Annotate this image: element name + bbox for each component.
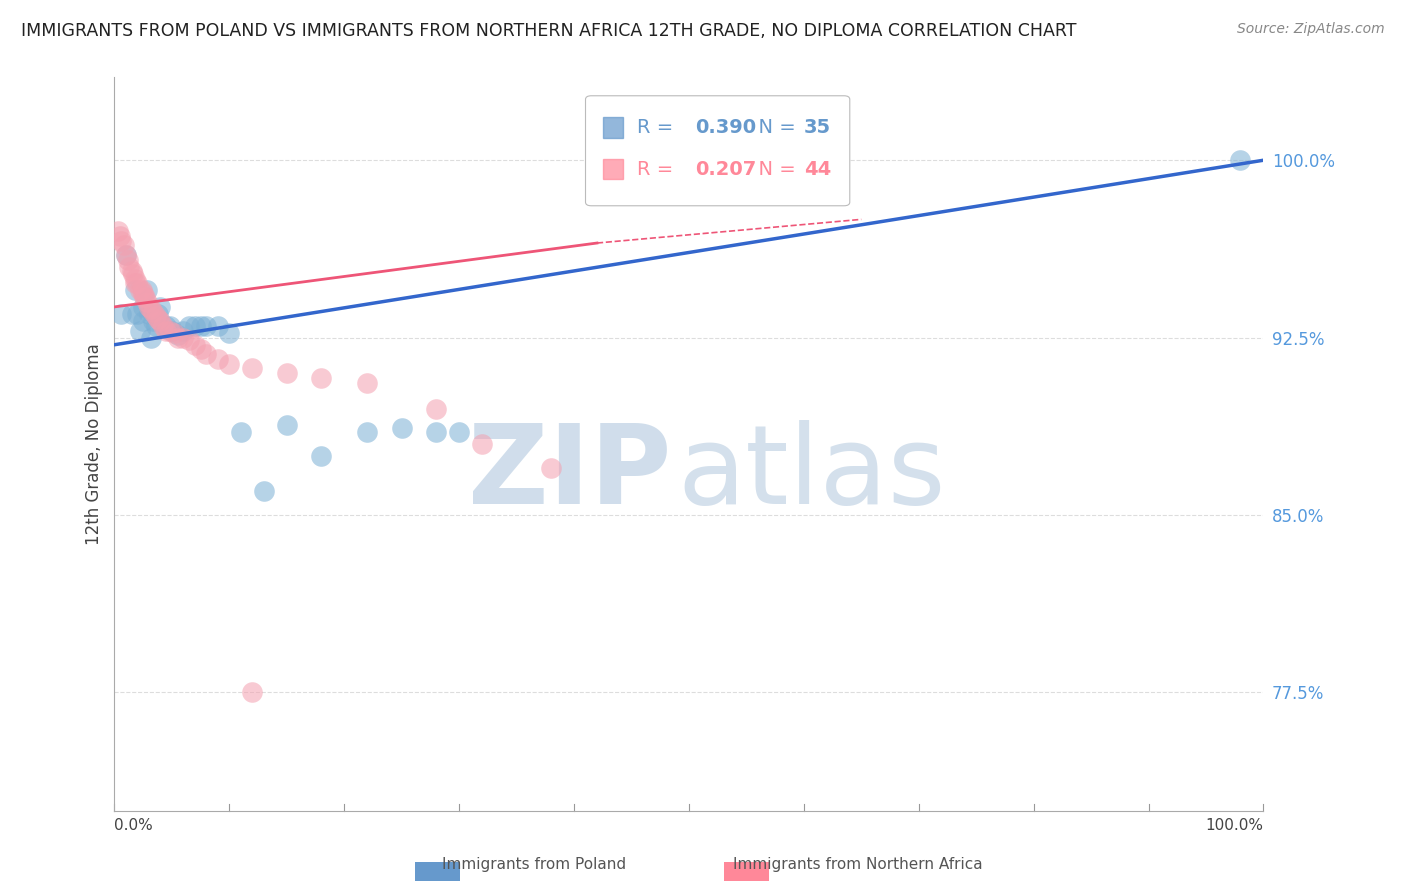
Point [145, 318, 167, 333]
Point [115, 248, 138, 262]
Point [471, 437, 494, 451]
Point [184, 337, 207, 351]
Point [152, 318, 174, 333]
Point [425, 401, 447, 416]
Point [218, 357, 240, 371]
Point [118, 260, 141, 274]
Point [107, 224, 129, 238]
Point [127, 307, 149, 321]
Point [276, 366, 298, 380]
Point [240, 361, 263, 376]
Point [177, 333, 200, 347]
Point [149, 300, 172, 314]
Text: 0.390: 0.390 [695, 118, 756, 136]
Point [391, 420, 413, 434]
Point [309, 449, 332, 463]
Point [190, 343, 212, 357]
Point [132, 300, 155, 314]
Point [108, 228, 131, 243]
Point [138, 307, 160, 321]
Text: ZIP: ZIP [468, 420, 672, 527]
Point [135, 283, 157, 297]
Point [142, 314, 165, 328]
Point [117, 252, 139, 267]
Point [115, 248, 138, 262]
Point [142, 304, 165, 318]
Point [124, 271, 146, 285]
Point [160, 324, 183, 338]
Point [195, 318, 218, 333]
Point [149, 314, 172, 328]
Point [166, 331, 188, 345]
Text: N =: N = [747, 160, 803, 178]
Point [128, 283, 150, 297]
Point [132, 314, 155, 328]
Point [146, 307, 169, 321]
Point [110, 307, 132, 321]
Point [128, 324, 150, 338]
FancyBboxPatch shape [585, 95, 849, 206]
Text: 0.0%: 0.0% [114, 818, 153, 833]
Point [276, 418, 298, 433]
Point [134, 290, 156, 304]
Text: R =: R = [637, 118, 679, 136]
Y-axis label: 12th Grade, No Diploma: 12th Grade, No Diploma [86, 343, 103, 545]
Point [218, 326, 240, 340]
Text: Immigrants from Poland: Immigrants from Poland [443, 857, 626, 872]
Point [172, 331, 194, 345]
Text: R =: R = [637, 160, 679, 178]
Point [132, 285, 155, 300]
Point [121, 264, 143, 278]
Point [172, 324, 194, 338]
Point [309, 371, 332, 385]
Point [253, 484, 276, 499]
Text: 44: 44 [804, 160, 831, 178]
Text: 0.207: 0.207 [695, 160, 756, 178]
Point [195, 347, 218, 361]
Point [240, 685, 263, 699]
Point [141, 331, 163, 345]
Point [159, 318, 181, 333]
Point [1229, 153, 1251, 168]
Point [146, 311, 169, 326]
Bar [603, 117, 623, 137]
Text: atlas: atlas [678, 420, 946, 527]
Point [207, 351, 229, 366]
Text: 100.0%: 100.0% [1205, 818, 1264, 833]
Point [207, 318, 229, 333]
Point [127, 277, 149, 291]
Point [112, 238, 135, 252]
Point [110, 234, 132, 248]
Point [184, 318, 207, 333]
Point [138, 300, 160, 314]
Point [356, 376, 378, 390]
Point [190, 318, 212, 333]
Text: IMMIGRANTS FROM POLAND VS IMMIGRANTS FROM NORTHERN AFRICA 12TH GRADE, NO DIPLOMA: IMMIGRANTS FROM POLAND VS IMMIGRANTS FRO… [21, 22, 1077, 40]
Point [121, 307, 143, 321]
Point [134, 290, 156, 304]
Text: Immigrants from Northern Africa: Immigrants from Northern Africa [733, 857, 983, 872]
Point [166, 328, 188, 343]
Point [124, 277, 146, 291]
Point [163, 326, 186, 340]
Point [229, 425, 252, 440]
Point [155, 324, 177, 338]
Point [121, 267, 143, 281]
Point [159, 324, 181, 338]
Point [145, 310, 167, 324]
Point [131, 283, 153, 297]
Point [124, 283, 146, 297]
Point [425, 425, 447, 440]
Point [177, 318, 200, 333]
Point [356, 425, 378, 440]
Point [155, 318, 177, 333]
Point [135, 295, 157, 310]
Point [141, 302, 163, 317]
Text: 35: 35 [804, 118, 831, 136]
Point [449, 425, 471, 440]
Text: N =: N = [747, 118, 803, 136]
Bar [603, 159, 623, 179]
Text: Source: ZipAtlas.com: Source: ZipAtlas.com [1237, 22, 1385, 37]
Point [540, 460, 562, 475]
